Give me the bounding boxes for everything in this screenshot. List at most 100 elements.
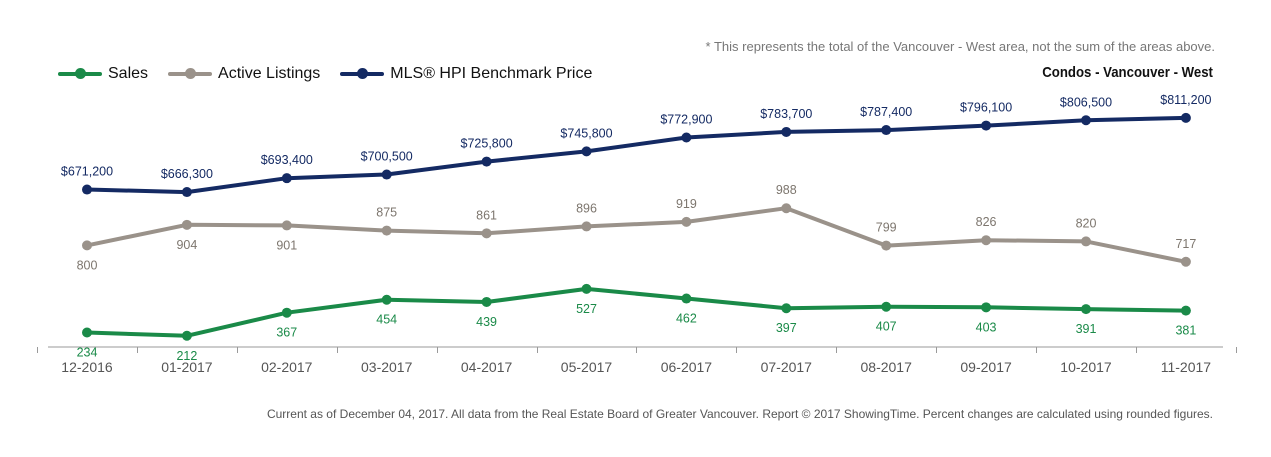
data-point-sales xyxy=(181,330,192,341)
legend-label-sales: Sales xyxy=(108,65,149,82)
data-label-hpi-price: $783,700 xyxy=(760,107,812,121)
x-tick-label: 04-2017 xyxy=(461,359,513,375)
data-point-active-listings xyxy=(82,240,92,251)
data-point-hpi-price xyxy=(181,187,192,198)
data-label-active-listings: 988 xyxy=(776,183,797,197)
data-point-sales xyxy=(581,283,592,294)
data-label-sales: 407 xyxy=(876,320,897,334)
data-point-active-listings xyxy=(481,228,492,239)
legend-item-sales: Sales xyxy=(58,65,148,83)
data-label-sales: 439 xyxy=(476,315,497,329)
legend-swatch-sales xyxy=(58,68,102,79)
data-point-hpi-price xyxy=(82,184,92,195)
data-point-hpi-price xyxy=(681,132,692,143)
legend-swatch-hpi-price xyxy=(340,68,385,79)
data-label-hpi-price: $811,200 xyxy=(1160,93,1211,107)
data-label-active-listings: 717 xyxy=(1175,237,1196,251)
x-tick-label: 12-2016 xyxy=(61,359,113,375)
data-point-active-listings xyxy=(1081,236,1091,247)
data-label-sales: 367 xyxy=(276,326,297,340)
data-point-sales xyxy=(281,307,292,318)
x-tick-label: 11-2017 xyxy=(1161,359,1212,375)
legend-item-hpi-price: MLS® HPI Benchmark Price xyxy=(340,65,592,83)
data-point-hpi-price xyxy=(481,156,492,167)
data-label-hpi-price: $745,800 xyxy=(560,126,612,140)
legend-label-hpi-price: MLS® HPI Benchmark Price xyxy=(390,65,593,82)
data-point-active-listings xyxy=(281,220,292,231)
x-tick-label: 09-2017 xyxy=(960,359,1012,375)
data-label-sales: 454 xyxy=(376,313,397,327)
legend-swatch-active-listings xyxy=(168,68,213,79)
data-label-active-listings: 800 xyxy=(77,258,98,272)
data-label-hpi-price: $725,800 xyxy=(461,137,513,151)
x-tick-label: 02-2017 xyxy=(261,359,313,375)
data-label-hpi-price: $772,900 xyxy=(660,112,712,126)
data-label-hpi-price: $796,100 xyxy=(960,101,1012,115)
data-label-active-listings: 901 xyxy=(276,238,297,252)
data-point-hpi-price xyxy=(581,146,592,157)
data-label-active-listings: 820 xyxy=(1076,216,1097,230)
data-point-sales xyxy=(1081,304,1091,315)
data-point-hpi-price xyxy=(781,126,792,137)
data-point-active-listings xyxy=(781,203,792,214)
x-tick-label: 03-2017 xyxy=(361,359,413,375)
data-point-hpi-price xyxy=(1081,115,1091,126)
data-label-hpi-price: $787,400 xyxy=(860,105,912,119)
data-point-sales xyxy=(681,293,692,304)
footer-source-note: Current as of December 04, 2017. All dat… xyxy=(266,407,1213,421)
data-label-hpi-price: $693,400 xyxy=(261,153,313,167)
data-point-sales xyxy=(881,301,892,312)
data-point-hpi-price xyxy=(981,120,992,131)
data-label-sales: 234 xyxy=(77,345,98,359)
data-point-sales xyxy=(1180,305,1191,316)
data-point-hpi-price xyxy=(881,125,892,136)
legend-item-active-listings: Active Listings xyxy=(168,65,320,83)
data-label-sales: 397 xyxy=(776,321,797,335)
data-label-active-listings: 799 xyxy=(876,221,897,235)
data-label-sales: 527 xyxy=(576,302,597,316)
chart-legend: Sales Active Listings MLS® HPI Benchmark… xyxy=(58,65,612,83)
data-point-hpi-price xyxy=(1180,112,1191,123)
data-point-sales xyxy=(82,327,92,338)
data-point-sales xyxy=(481,296,492,307)
data-point-active-listings xyxy=(881,240,892,251)
data-label-sales: 212 xyxy=(176,349,197,363)
data-label-active-listings: 875 xyxy=(376,206,397,220)
data-label-hpi-price: $806,500 xyxy=(1060,95,1112,109)
data-label-active-listings: 896 xyxy=(576,201,597,215)
data-label-sales: 381 xyxy=(1175,324,1196,338)
data-point-sales xyxy=(781,303,792,314)
data-label-hpi-price: $700,500 xyxy=(361,150,413,164)
data-point-sales xyxy=(981,302,992,313)
data-label-sales: 403 xyxy=(976,320,997,334)
data-label-sales: 391 xyxy=(1076,322,1097,336)
data-point-active-listings xyxy=(581,221,592,232)
data-point-sales xyxy=(381,294,392,305)
data-label-active-listings: 861 xyxy=(476,208,497,222)
chart-subtitle: Condos - Vancouver - West xyxy=(1042,64,1213,81)
x-tick-label: 08-2017 xyxy=(861,359,913,375)
data-point-hpi-price xyxy=(381,169,392,180)
series-line-hpi-price xyxy=(85,115,1188,195)
series-line-active-listings xyxy=(85,206,1188,264)
x-tick-label: 01-2017 xyxy=(161,359,213,375)
data-point-active-listings xyxy=(181,219,192,230)
legend-label-active-listings: Active Listings xyxy=(218,65,321,82)
series-line-sales xyxy=(85,286,1188,338)
area-note: * This represents the total of the Vanco… xyxy=(705,39,1215,54)
data-label-active-listings: 904 xyxy=(176,238,197,252)
data-point-active-listings xyxy=(681,216,692,227)
data-label-active-listings: 919 xyxy=(676,197,697,211)
data-point-active-listings xyxy=(381,225,392,236)
x-tick-label: 10-2017 xyxy=(1060,359,1112,375)
data-label-hpi-price: $666,300 xyxy=(161,167,213,181)
data-label-hpi-price: $671,200 xyxy=(61,165,113,179)
x-tick-label: 07-2017 xyxy=(761,359,813,375)
data-point-hpi-price xyxy=(281,173,292,184)
data-label-sales: 462 xyxy=(676,312,697,326)
x-tick-label: 05-2017 xyxy=(561,359,613,375)
x-tick-label: 06-2017 xyxy=(661,359,713,375)
data-point-active-listings xyxy=(1180,256,1191,267)
data-label-active-listings: 826 xyxy=(976,215,997,229)
